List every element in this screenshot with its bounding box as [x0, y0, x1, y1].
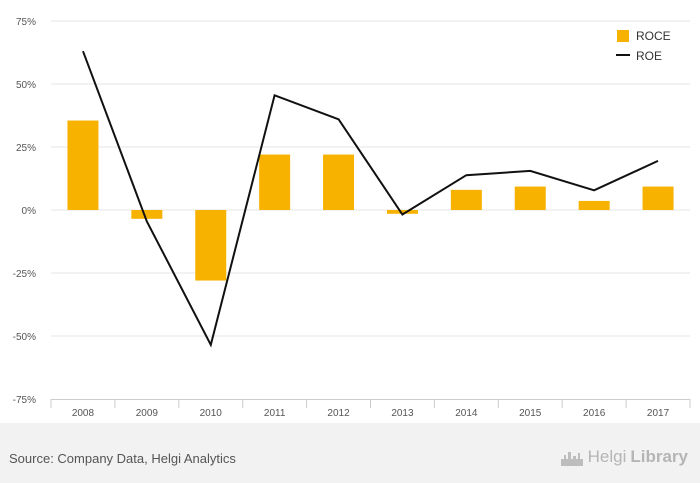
y-tick-label: -25% [13, 269, 36, 280]
legend-swatch-roce [617, 30, 629, 42]
bar-roce [259, 154, 291, 210]
x-tick-label: 2016 [583, 408, 606, 419]
bar-roce [67, 120, 99, 210]
bar-roce [195, 210, 227, 281]
line-roe [82, 50, 659, 348]
x-tick-label: 2009 [136, 408, 159, 419]
bar-roce [131, 210, 163, 219]
y-tick-label: 0% [22, 206, 37, 217]
bar-roce [323, 154, 355, 210]
x-tick-label: 2013 [391, 408, 414, 419]
y-tick-label: 25% [16, 143, 36, 154]
bar-roce [386, 210, 418, 214]
x-tick-label: 2014 [455, 408, 478, 419]
legend-label-roe: ROE [636, 49, 662, 63]
x-tick-label: 2011 [264, 408, 286, 419]
brand-logo: Helgi Library [560, 447, 688, 467]
x-tick-label: 2015 [519, 408, 542, 419]
brand-name-light: Helgi [587, 447, 627, 466]
bar-roce [450, 189, 482, 210]
bar-roce [578, 200, 610, 210]
y-tick-label: 50% [16, 80, 36, 91]
legend-label-roce: ROCE [636, 29, 671, 43]
x-tick-label: 2017 [647, 408, 670, 419]
brand-name-bold: Library [630, 447, 688, 466]
y-tick-label: 75% [16, 17, 36, 28]
x-tick-label: 2010 [200, 408, 223, 419]
chart: -75% -50% -25% 0% 25% 50% 75% 2008 2009 2010 2011 2… [13, 17, 691, 419]
footer: Source: Company Data, Helgi Analytics He… [0, 423, 700, 483]
x-tick-label: 2012 [327, 408, 350, 419]
bar-roce [514, 186, 546, 210]
city-skyline-icon [560, 452, 583, 466]
y-tick-label: -75% [13, 395, 36, 406]
x-tick-label: 2008 [72, 408, 95, 419]
bar-roce [642, 186, 674, 210]
y-tick-label: -50% [13, 332, 36, 343]
source-note: Source: Company Data, Helgi Analytics [9, 451, 236, 466]
